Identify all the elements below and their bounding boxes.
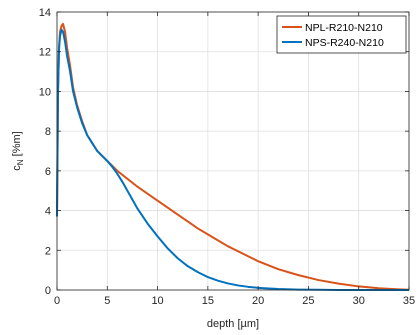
y-tick-label: 2 [45,245,51,257]
legend: NPL-R210-N210 NPS-R240-N210 [276,15,407,54]
y-tick-label: 8 [45,126,51,138]
legend-label-series-2: NPS-R240-N210 [305,37,384,49]
x-axis-label: depth [µm] [207,318,259,330]
y-axis-label: cN [%m] [11,131,25,170]
plot-box [56,11,410,291]
legend-box [276,15,407,54]
x-tick-label: 15 [202,295,214,307]
ticks [56,11,410,291]
y-tick-label: 6 [45,166,51,178]
tick-labels: 0 5 10 15 20 25 30 35 0 2 4 6 8 10 12 14 [39,7,415,307]
y-tick-label: 10 [39,86,51,98]
y-tick-label: 4 [45,206,51,218]
y-tick-label: 12 [39,47,51,59]
x-tick-label: 25 [302,295,314,307]
x-tick-label: 10 [151,295,163,307]
x-tick-label: 0 [54,295,60,307]
series-line-1 [56,22,410,291]
x-tick-label: 30 [353,295,365,307]
y-axis-label-rest: [%m] [11,131,23,159]
x-tick-label: 20 [252,295,264,307]
x-tick-label: 5 [104,295,110,307]
x-tick-label: 35 [403,295,415,307]
y-tick-label: 0 [45,285,51,297]
series-line-2 [56,28,409,291]
y-tick-label: 14 [39,7,51,19]
y-axis-label-main: c [11,165,23,171]
legend-label-series-1: NPL-R210-N210 [305,22,383,34]
y-axis-label-sub: N [16,159,25,165]
series-layer [56,22,410,291]
